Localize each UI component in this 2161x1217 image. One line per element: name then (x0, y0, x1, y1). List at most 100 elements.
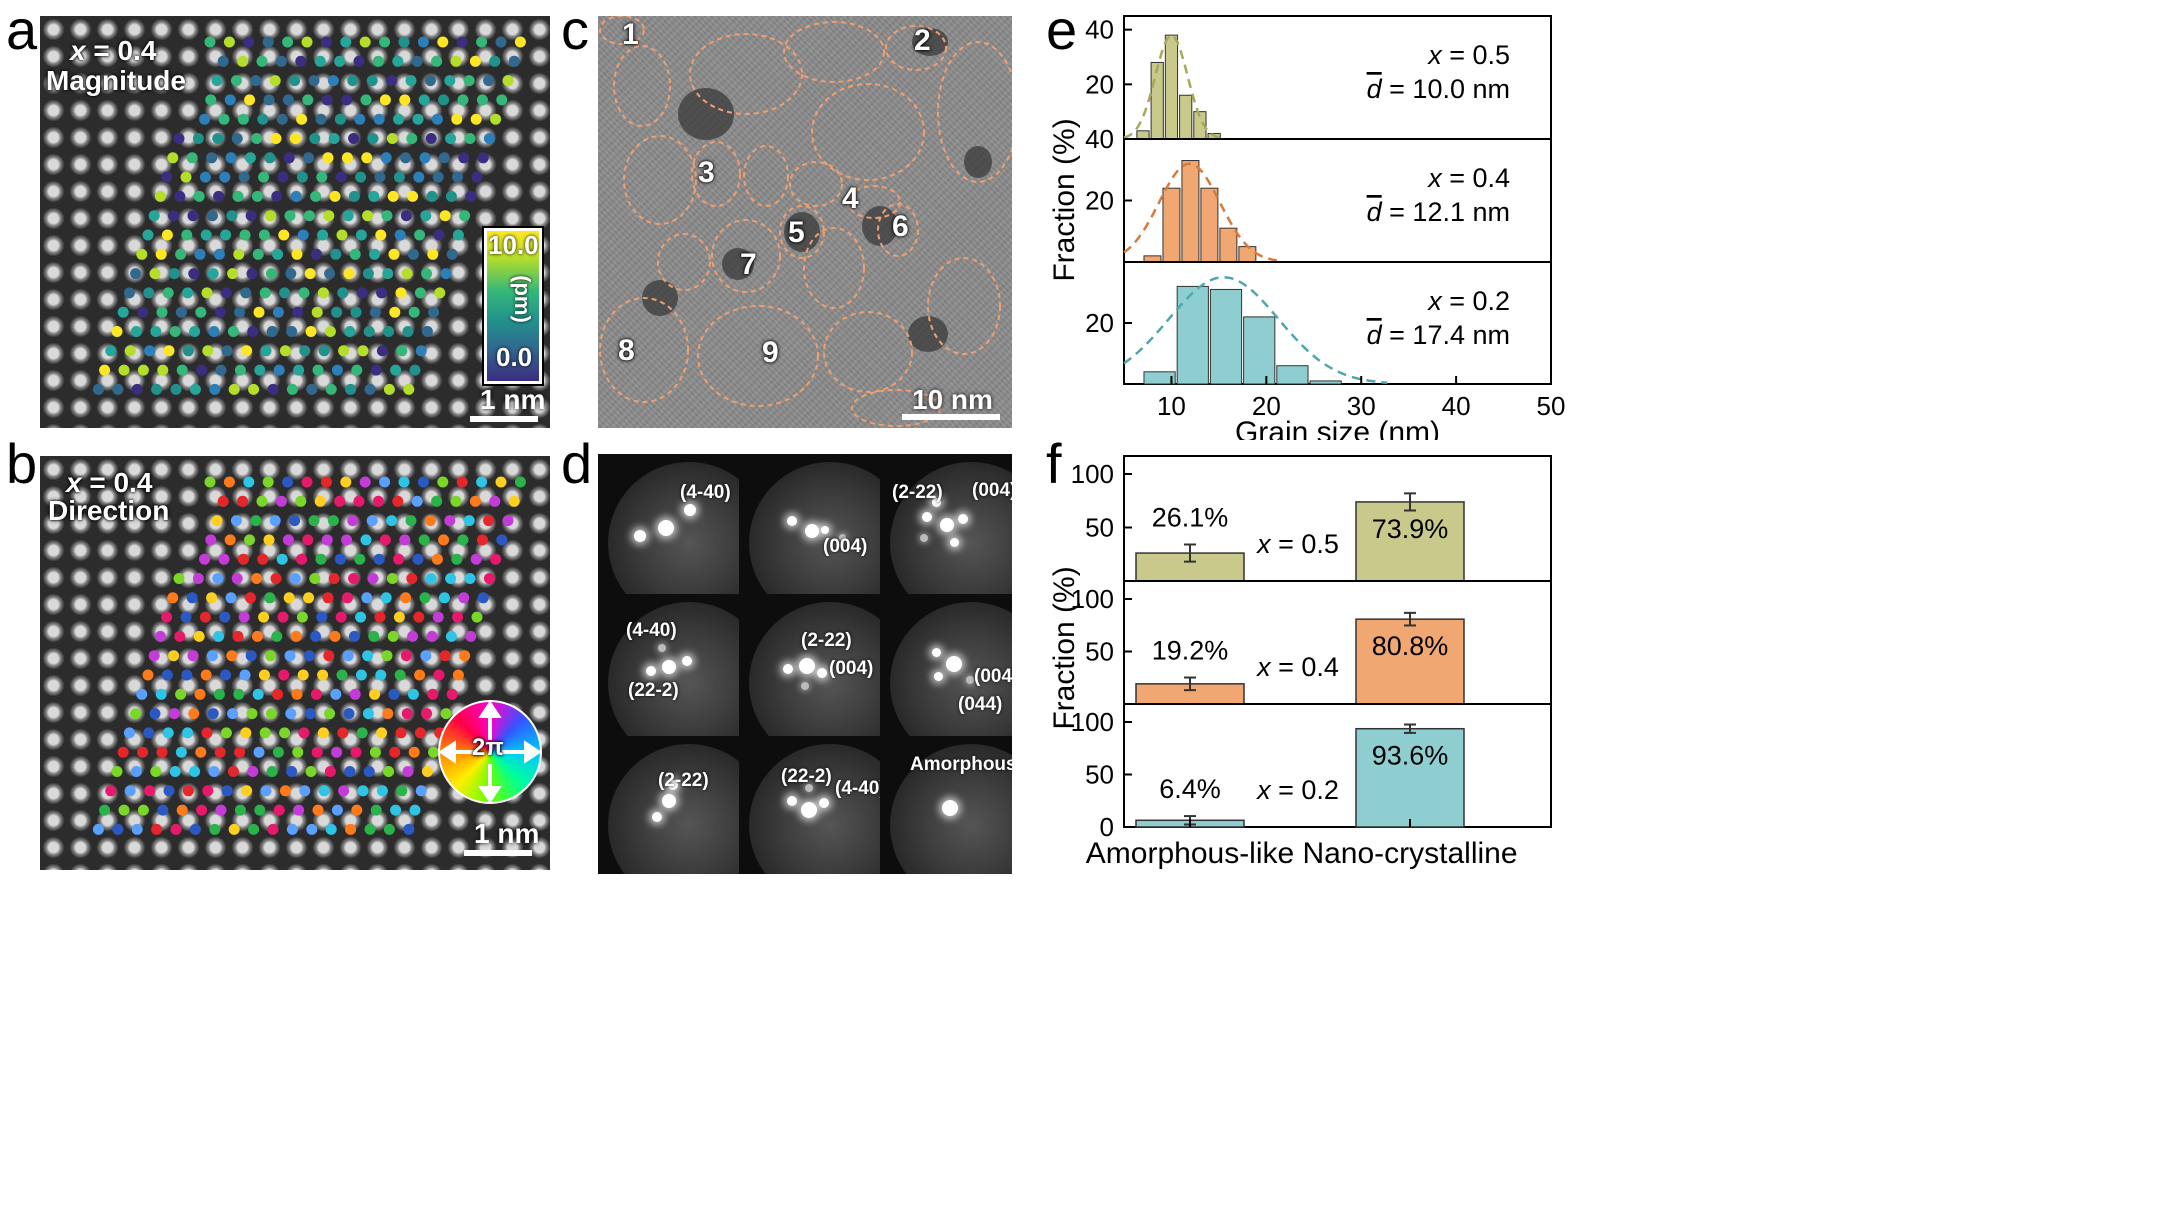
displacement-dot (368, 630, 380, 642)
displacement-dot (381, 650, 393, 662)
displacement-dot (316, 171, 328, 183)
panel-a-title: Magnitude (46, 65, 186, 96)
displacement-dot (258, 229, 270, 241)
displacement-dot (425, 133, 437, 144)
displacement-dot (296, 611, 308, 623)
displacement-dot (282, 534, 294, 546)
diffraction-spot (658, 644, 666, 652)
displacement-dot (426, 630, 438, 642)
displacement-dot (336, 669, 348, 681)
displacement-dot (379, 94, 391, 106)
displacement-dot (208, 766, 220, 777)
displacement-dot (284, 210, 296, 222)
displacement-dot (383, 326, 395, 337)
displacement-dot (260, 345, 272, 357)
displacement-dot (349, 688, 361, 700)
grain-number-7: 7 (740, 248, 757, 281)
displacement-dot (257, 553, 269, 565)
displacement-dot (192, 573, 204, 584)
displacement-dot (187, 210, 199, 222)
displacement-dot (408, 306, 420, 318)
displacement-dot (151, 823, 163, 835)
composition-label: x = 0.2 (1255, 775, 1339, 805)
displacement-dot (342, 210, 354, 222)
displacement-dot (452, 171, 464, 183)
displacement-dot (286, 383, 298, 395)
displacement-dot (382, 268, 394, 280)
displacement-dot (437, 476, 449, 488)
displacement-dot (417, 476, 429, 488)
displacement-dot (150, 766, 162, 777)
displacement-dot (316, 611, 328, 623)
displacement-dot (341, 534, 353, 546)
displacement-dot (452, 611, 464, 623)
diffraction-spot (922, 512, 932, 522)
diffraction-spot (946, 656, 962, 672)
displacement-dot (405, 75, 417, 87)
displacement-dot (276, 553, 288, 565)
displacement-dot (240, 287, 252, 299)
displacement-dot (282, 94, 294, 106)
displacement-dot (364, 383, 376, 395)
displacement-dot (428, 746, 440, 758)
displacement-dot (161, 611, 173, 623)
displacement-dot (234, 364, 246, 376)
displacement-dot (234, 306, 246, 318)
displacement-dot (277, 171, 289, 183)
displacement-dot (232, 630, 244, 642)
displacement-dot (247, 766, 259, 777)
displacement-dot (401, 268, 413, 280)
displacement-dot (327, 75, 339, 87)
mean-grain-size-label: d = 10.0 nm (1367, 74, 1510, 104)
displacement-dot (324, 268, 336, 280)
displacement-dot (309, 133, 321, 144)
displacement-dot (243, 476, 255, 488)
displacement-dot (312, 364, 324, 376)
displacement-dot (202, 785, 214, 797)
displacement-dot (286, 326, 298, 337)
displacement-dot (163, 785, 175, 797)
displacement-dot (314, 495, 326, 507)
diffraction-spot (839, 534, 846, 541)
displacement-dot (219, 611, 231, 623)
displacement-dot (244, 534, 256, 546)
displacement-dot (193, 630, 205, 642)
displacement-dot (470, 553, 482, 565)
displacement-dot (182, 287, 194, 299)
displacement-dot (168, 268, 180, 280)
displacement-dot (253, 746, 265, 758)
displacement-dot (420, 650, 432, 662)
displacement-dot (201, 727, 213, 739)
displacement-dot (295, 55, 307, 67)
displacement-dot (272, 306, 284, 318)
displacement-dot (200, 669, 212, 681)
displacement-dot (508, 495, 520, 507)
displacement-dot (244, 152, 256, 164)
diffraction-spot (805, 524, 819, 538)
displacement-dot (130, 766, 142, 777)
displacement-dot (151, 383, 163, 395)
displacement-dot (340, 36, 352, 48)
displacement-dot (386, 573, 398, 584)
displacement-dot (170, 823, 182, 835)
displacement-dot (394, 669, 406, 681)
displacement-dot (379, 534, 391, 546)
displacement-dot (382, 708, 394, 720)
displacement-dot (200, 229, 212, 241)
diffraction-spot (662, 660, 676, 674)
displacement-dot (267, 823, 279, 835)
displacement-dot (199, 611, 211, 623)
displacement-dot (221, 345, 233, 357)
displacement-dot (289, 75, 301, 87)
displacement-dot (366, 515, 378, 527)
displacement-dot (207, 708, 219, 720)
displacement-dot (476, 476, 488, 488)
histogram-bar (1136, 130, 1150, 140)
displacement-dot (279, 345, 291, 357)
displacement-dot (131, 823, 143, 835)
displacement-dot (463, 515, 475, 527)
displacement-dot (418, 94, 430, 106)
diffraction-spot (819, 798, 829, 808)
displacement-dot (383, 766, 395, 777)
displacement-dot (186, 152, 198, 164)
